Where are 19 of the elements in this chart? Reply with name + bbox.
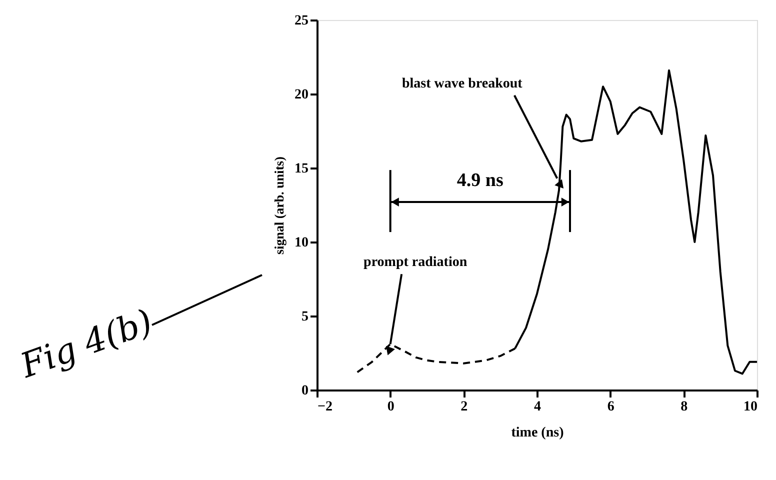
- caption: Fig 4(b): [14, 302, 158, 387]
- y-tick-label: 5: [302, 310, 308, 324]
- x-tick-label: 2: [460, 400, 468, 414]
- y-tick-label: 25: [294, 14, 308, 28]
- y-tick-label: 10: [294, 236, 308, 250]
- y-axis-title: signal (arb. units): [272, 156, 286, 254]
- x-axis-title: time (ns): [511, 426, 564, 440]
- annotation: prompt radiation: [364, 255, 468, 270]
- y-tick-label: 20: [294, 88, 308, 102]
- x-tick-label: 0: [387, 400, 394, 414]
- y-tick-label: 15: [294, 162, 308, 176]
- x-tick-label: 8: [680, 400, 688, 414]
- annotation: 4.9 ns: [456, 170, 504, 192]
- annotation: blast wave breakout: [402, 76, 523, 92]
- x-tick-label: 10: [744, 400, 758, 414]
- x-tick-label: 6: [607, 400, 614, 414]
- y-tick-label: 0: [302, 384, 308, 398]
- x-tick-label: 4: [534, 400, 541, 414]
- x-tick-label: −2: [318, 400, 332, 414]
